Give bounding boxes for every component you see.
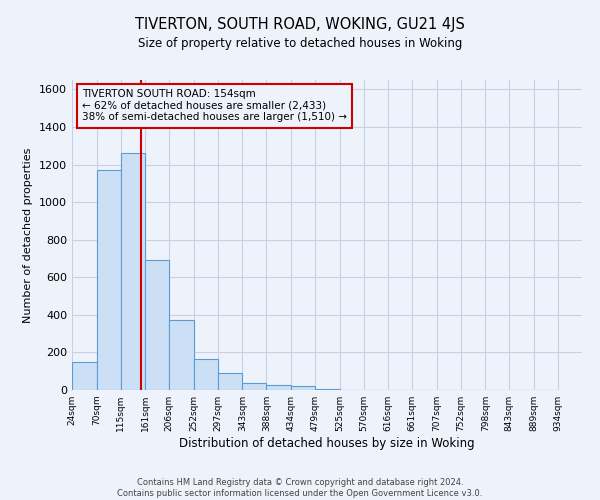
Text: TIVERTON SOUTH ROAD: 154sqm
← 62% of detached houses are smaller (2,433)
38% of : TIVERTON SOUTH ROAD: 154sqm ← 62% of det…	[82, 90, 347, 122]
Bar	[242, 383, 266, 390]
Text: TIVERTON, SOUTH ROAD, WOKING, GU21 4JS: TIVERTON, SOUTH ROAD, WOKING, GU21 4JS	[135, 18, 465, 32]
Bar	[97, 170, 121, 390]
Bar	[121, 154, 145, 390]
X-axis label: Distribution of detached houses by size in Woking: Distribution of detached houses by size …	[179, 437, 475, 450]
Bar	[194, 359, 218, 390]
Bar	[72, 362, 97, 390]
Text: Contains HM Land Registry data © Crown copyright and database right 2024.
Contai: Contains HM Land Registry data © Crown c…	[118, 478, 482, 498]
Text: Size of property relative to detached houses in Woking: Size of property relative to detached ho…	[138, 38, 462, 51]
Bar	[145, 260, 169, 390]
Bar	[218, 372, 242, 390]
Bar	[291, 386, 315, 390]
Y-axis label: Number of detached properties: Number of detached properties	[23, 148, 34, 322]
Bar	[266, 386, 291, 390]
Bar	[315, 389, 340, 390]
Bar	[169, 320, 194, 390]
